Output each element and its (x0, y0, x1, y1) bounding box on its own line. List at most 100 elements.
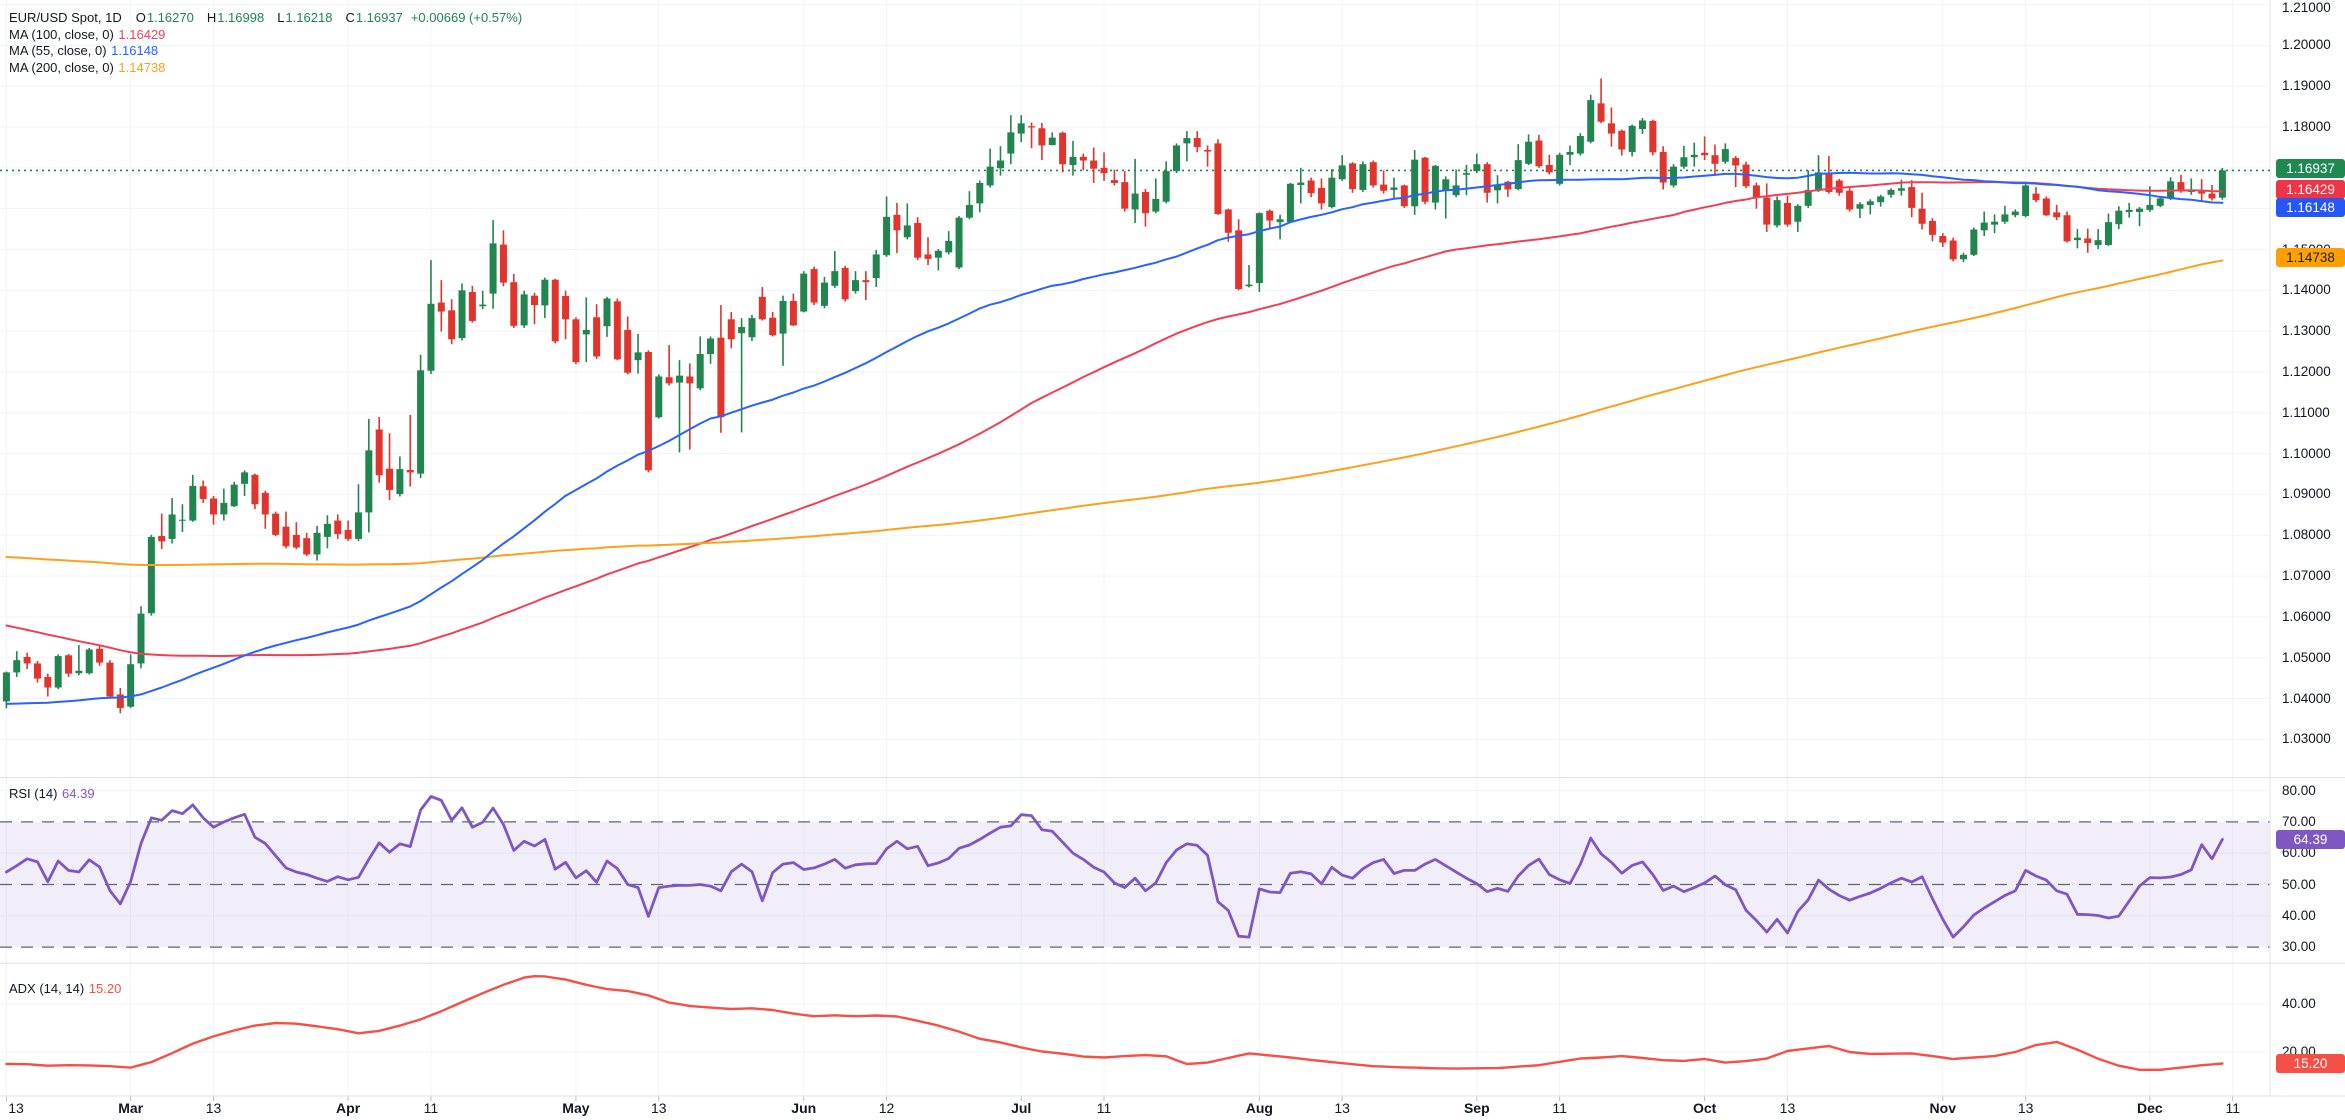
time-axis-day-label[interactable]: 13 (1779, 1100, 1796, 1116)
candle-body-down (510, 282, 518, 326)
candle-body-up (1494, 184, 1502, 191)
price-axis-label: 1.21000 (2282, 0, 2331, 15)
candle-body-down (686, 376, 694, 384)
ma55-value: 1.16148 (111, 43, 159, 58)
candle-body-up (1970, 229, 1978, 255)
ohlc-change-value: +0.00669 (+0.57%) (410, 10, 523, 25)
candle-body-up (396, 469, 404, 495)
candle-body-down (1659, 151, 1667, 183)
time-axis-day-label[interactable]: 11 (1096, 1100, 1112, 1116)
ohlc-high-key: H (206, 10, 217, 25)
candle-body-down (1618, 130, 1626, 150)
candle-body-down (2208, 193, 2216, 199)
adx-value: 15.20 (88, 981, 122, 996)
candle-body-down (593, 317, 601, 357)
candle-body-down (65, 655, 73, 674)
time-axis-month-label[interactable]: Aug (1245, 1100, 1273, 1116)
price-axis-label: 1.11000 (2282, 404, 2330, 420)
time-axis-day-label[interactable]: 11 (423, 1100, 439, 1116)
candle-body-up (1048, 137, 1056, 146)
candle-body-up (1887, 189, 1895, 195)
time-axis-month-label[interactable]: Jun (791, 1100, 817, 1116)
candle-body-down (1100, 167, 1108, 174)
time-axis-month-label[interactable]: Mar (118, 1100, 144, 1116)
time-axis-month-label[interactable]: Dec (2137, 1100, 2163, 1116)
candle-body-down (2084, 238, 2092, 243)
candle-body-down (1121, 182, 1129, 209)
time-axis-day-label[interactable]: 13 (205, 1100, 222, 1116)
candle-body-down (1763, 197, 1771, 225)
candle-body-up (1959, 254, 1967, 260)
candle-body-down (1421, 157, 1429, 202)
price-axis-badge: 1.16148 (2276, 197, 2345, 217)
candle-body-down (572, 319, 580, 363)
candle-body-down (261, 492, 269, 515)
candle-body-up (2073, 237, 2081, 241)
candle-body-up (1473, 164, 1481, 172)
candle-body-up (189, 485, 197, 521)
candle-body-up (13, 660, 21, 673)
candle-body-up (2136, 208, 2144, 212)
time-axis-day-label[interactable]: 11 (2225, 1100, 2240, 1116)
candle-body-down (2198, 191, 2206, 194)
candle-body-down (1701, 152, 1709, 156)
candle-body-up (1690, 154, 1698, 158)
candle-body-down (924, 254, 932, 259)
candle-body-up (934, 250, 942, 258)
time-axis-month-label[interactable]: Jul (1011, 1100, 1032, 1116)
candle-body-up (1556, 154, 1564, 184)
candle-body-up (479, 304, 487, 307)
time-axis-month-label[interactable]: Apr (336, 1100, 361, 1116)
time-axis-day-label[interactable]: 13 (1334, 1100, 1350, 1116)
candle-body-up (1680, 157, 1688, 167)
candle-body-down (1059, 132, 1067, 165)
candle-body-up (427, 303, 435, 371)
candle-body-down (1380, 184, 1388, 191)
ma55-line (5, 171, 2224, 705)
candle-body-down (862, 280, 870, 283)
candle-body-up (1877, 196, 1885, 203)
candle-body-down (2032, 193, 2040, 201)
candle-body-down (1235, 230, 1243, 290)
candle-body-down (2063, 215, 2071, 242)
candle-body-up (1442, 179, 1450, 190)
candle-body-down (1597, 103, 1605, 122)
candle-body-down (644, 351, 652, 471)
price-axis-label: 1.20000 (2282, 37, 2331, 53)
candle-body-down (282, 526, 290, 547)
rsi-axis-badge: 64.39 (2276, 829, 2345, 849)
ohlc-low-key: L (277, 10, 285, 25)
candle-body-up (178, 519, 186, 521)
candle-body-up (1991, 221, 1999, 225)
candle-body-down (1928, 220, 1936, 235)
candle-body-up (696, 354, 704, 389)
candle-body-up (1131, 193, 1139, 210)
time-axis-month-label[interactable]: May (562, 1100, 590, 1116)
candle-body-up (1411, 159, 1419, 207)
candle-body-up (1576, 136, 1584, 154)
candle-body-down (551, 279, 559, 342)
time-axis-day-label[interactable]: 13 (2017, 1100, 2034, 1116)
time-axis-month-label[interactable]: Sep (1463, 1100, 1490, 1116)
time-axis-day-label[interactable]: 12 (878, 1100, 895, 1116)
candle-body-up (220, 503, 228, 515)
candle-body-up (2125, 209, 2133, 212)
legend-row-rsi: RSI (14) 64.39 (9, 786, 95, 801)
candle-body-down (1400, 185, 1408, 207)
candle-body-up (2104, 222, 2112, 246)
candle-body-up (1587, 100, 1595, 142)
candle-body-down (531, 295, 539, 306)
time-axis-month-label[interactable]: Nov (1929, 1100, 1957, 1116)
candle-body-down (1317, 187, 1325, 204)
candle-body-up (323, 523, 331, 537)
candle-body-up (1628, 125, 1636, 152)
candle-body-up (2156, 198, 2164, 206)
time-axis-month-label[interactable]: Oct (1692, 1100, 1717, 1116)
candle-body-up (1328, 177, 1336, 208)
time-axis-day-label[interactable]: 11 (1552, 1100, 1567, 1116)
time-axis-day-label[interactable]: 13 (8, 1100, 24, 1116)
time-axis-day-label[interactable]: 13 (650, 1100, 667, 1116)
candle-body-up (520, 294, 528, 326)
